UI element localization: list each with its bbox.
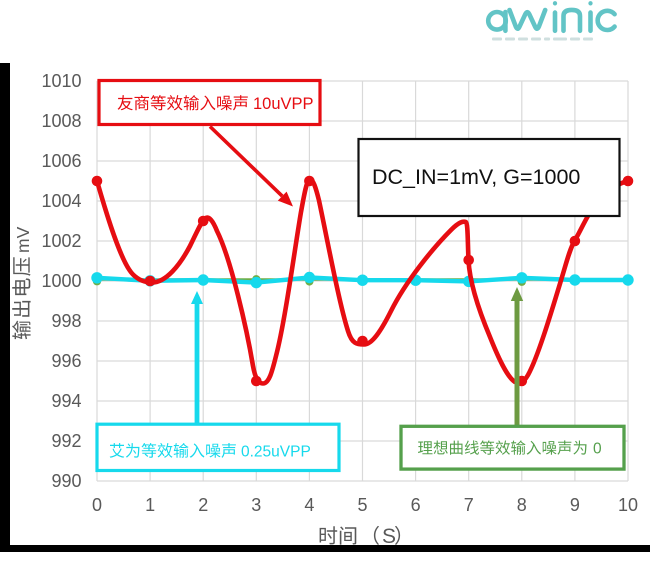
svg-text:994: 994 [51,391,81,411]
svg-text:8: 8 [517,495,527,515]
svg-text:996: 996 [51,351,81,371]
svg-text:0: 0 [92,495,102,515]
svg-text:1002: 1002 [41,231,81,251]
svg-text:998: 998 [51,311,81,331]
svg-text:mV: mV [13,226,33,253]
svg-text:2: 2 [198,495,208,515]
svg-text:10: 10 [618,495,638,515]
svg-text:5: 5 [357,495,367,515]
svg-text:1000: 1000 [41,271,81,291]
svg-text:1: 1 [145,495,155,515]
svg-text:3: 3 [251,495,261,515]
svg-text:992: 992 [51,431,81,451]
svg-text:0: 0 [593,441,602,458]
svg-text:1004: 1004 [41,191,81,211]
svg-text:1008: 1008 [41,111,81,131]
svg-text:DC_IN=1mV, G=1000: DC_IN=1mV, G=1000 [372,165,580,189]
svg-text:1010: 1010 [41,71,81,91]
svg-text:6: 6 [411,495,421,515]
svg-text:990: 990 [51,471,81,491]
svg-text:10uVPP: 10uVPP [253,95,314,113]
svg-text:9: 9 [570,495,580,515]
svg-text:S: S [382,525,396,548]
svg-text:1006: 1006 [41,151,81,171]
svg-text:7: 7 [464,495,474,515]
svg-text:4: 4 [304,495,314,515]
svg-text:0.25uVPP: 0.25uVPP [241,444,311,461]
